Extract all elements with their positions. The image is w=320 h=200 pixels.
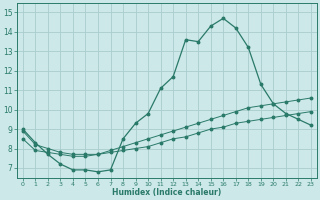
X-axis label: Humidex (Indice chaleur): Humidex (Indice chaleur) (112, 188, 221, 197)
